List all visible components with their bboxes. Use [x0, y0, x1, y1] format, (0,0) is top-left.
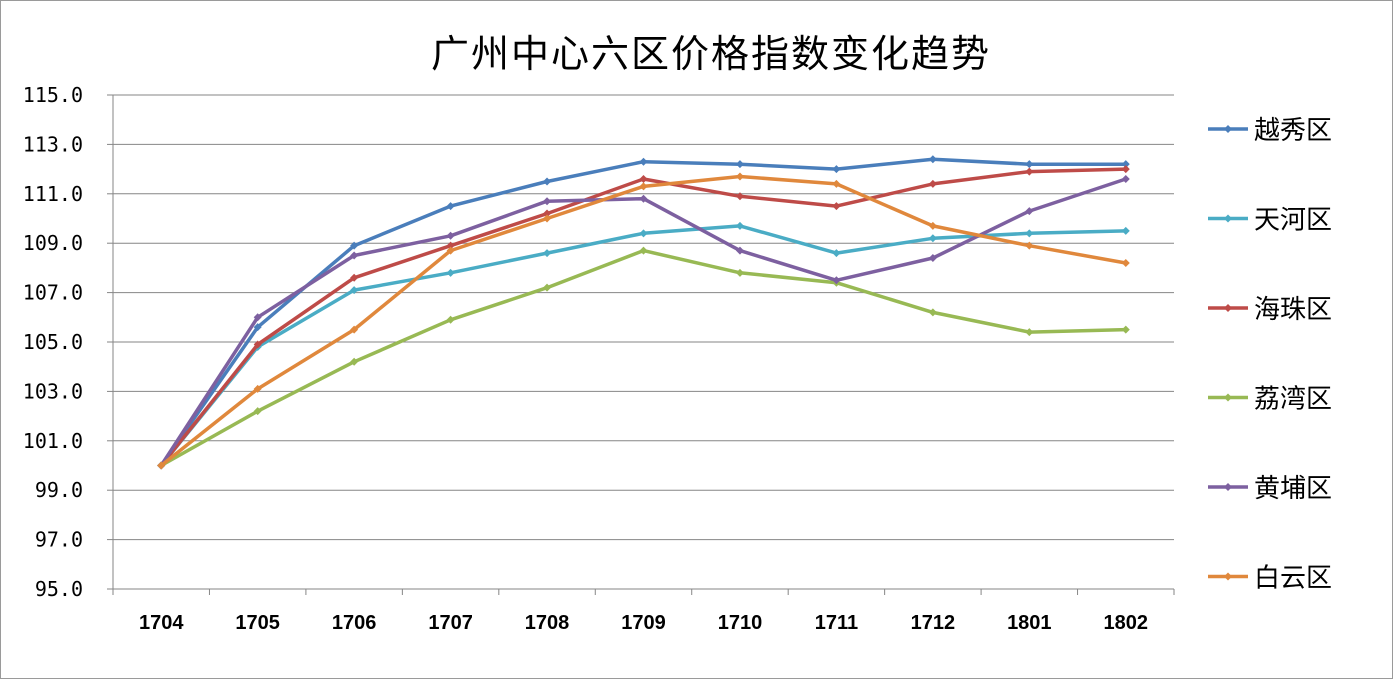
data-point — [446, 241, 455, 250]
data-point — [350, 273, 359, 282]
data-point — [446, 268, 455, 277]
data-point — [1025, 328, 1034, 337]
x-tick-label: 1801 — [1007, 612, 1052, 634]
chart-title: 广州中心六区价格指数变化趋势 — [430, 32, 991, 76]
data-point — [543, 249, 552, 258]
data-point — [832, 249, 841, 258]
x-tick-label: 1712 — [911, 612, 956, 634]
x-tick-label: 1711 — [815, 612, 858, 634]
y-tick-label: 103.0 — [23, 379, 83, 403]
y-tick-label: 101.0 — [23, 429, 83, 453]
x-tick-label: 1705 — [235, 612, 280, 634]
series-line-2 — [159, 224, 1128, 468]
y-tick-label: 97.0 — [35, 528, 83, 552]
y-tick-label: 109.0 — [23, 231, 83, 255]
y-tick-label: 115.0 — [23, 83, 83, 107]
data-point — [253, 340, 262, 349]
y-tick-label: 111.0 — [23, 182, 83, 206]
y-tick-label: 107.0 — [23, 281, 83, 305]
y-tick-label: 113.0 — [23, 132, 83, 156]
legend-label: 海珠区 — [1254, 295, 1332, 325]
data-point — [1025, 167, 1034, 176]
x-tick-label: 1802 — [1104, 612, 1149, 634]
data-point — [157, 461, 166, 470]
data-point — [543, 209, 552, 218]
legend-label: 越秀区 — [1254, 116, 1332, 146]
y-tick-label: 95.0 — [35, 577, 83, 601]
data-point — [1121, 165, 1130, 174]
x-tick-label: 1704 — [139, 612, 184, 634]
data-point — [735, 221, 744, 230]
data-point — [735, 192, 744, 201]
data-point — [350, 241, 359, 250]
data-point — [253, 384, 262, 393]
data-point — [832, 165, 841, 174]
legend-marker — [1224, 304, 1232, 312]
x-tick-label: 1710 — [718, 612, 763, 634]
data-point — [543, 214, 552, 223]
legend-marker — [1224, 572, 1232, 581]
data-point — [639, 182, 648, 191]
data-point — [350, 325, 359, 334]
x-tick-label: 1709 — [621, 612, 666, 634]
data-point — [1025, 229, 1034, 238]
data-point — [446, 315, 455, 324]
data-point — [928, 221, 937, 230]
data-point — [543, 283, 552, 292]
legend-label: 黄埔区 — [1254, 474, 1332, 504]
data-point — [543, 177, 552, 186]
data-point — [253, 323, 262, 332]
data-point — [639, 174, 648, 183]
data-point — [543, 197, 552, 206]
legend-marker — [1224, 483, 1232, 491]
legend-marker — [1224, 125, 1232, 133]
data-point — [350, 357, 359, 366]
data-point — [253, 407, 262, 416]
data-point — [350, 286, 359, 295]
data-point — [446, 202, 455, 211]
data-point — [253, 313, 262, 322]
data-point — [639, 157, 648, 166]
data-point — [639, 246, 648, 255]
y-tick-label: 105.0 — [23, 330, 83, 354]
legend-marker — [1224, 393, 1232, 402]
data-point — [1121, 226, 1130, 235]
legend-label: 天河区 — [1254, 206, 1332, 236]
data-point — [1121, 325, 1130, 334]
legend-label: 荔湾区 — [1254, 385, 1332, 415]
data-point — [735, 268, 744, 277]
data-point — [1025, 241, 1034, 250]
data-point — [832, 202, 841, 211]
data-point — [639, 229, 648, 238]
data-point — [350, 251, 359, 260]
data-point — [1025, 160, 1034, 169]
legend-label: 白云区 — [1254, 564, 1332, 594]
data-point — [832, 276, 841, 285]
legend-marker — [1224, 214, 1232, 223]
data-point — [446, 246, 455, 255]
data-point — [1121, 160, 1130, 169]
x-tick-label: 1708 — [525, 612, 570, 634]
data-point — [735, 172, 744, 181]
data-point — [1121, 174, 1130, 183]
x-tick-label: 1706 — [332, 612, 377, 634]
data-point — [1025, 207, 1034, 216]
data-point — [928, 234, 937, 243]
data-point — [832, 179, 841, 188]
data-point — [735, 160, 744, 169]
data-point — [639, 194, 648, 203]
data-point — [1121, 258, 1130, 267]
y-tick-label: 99.0 — [35, 478, 83, 502]
x-tick-label: 1707 — [428, 612, 473, 634]
data-point — [446, 231, 455, 240]
data-point — [928, 179, 937, 188]
data-point — [928, 308, 937, 317]
data-point — [735, 246, 744, 255]
data-point — [928, 155, 937, 164]
